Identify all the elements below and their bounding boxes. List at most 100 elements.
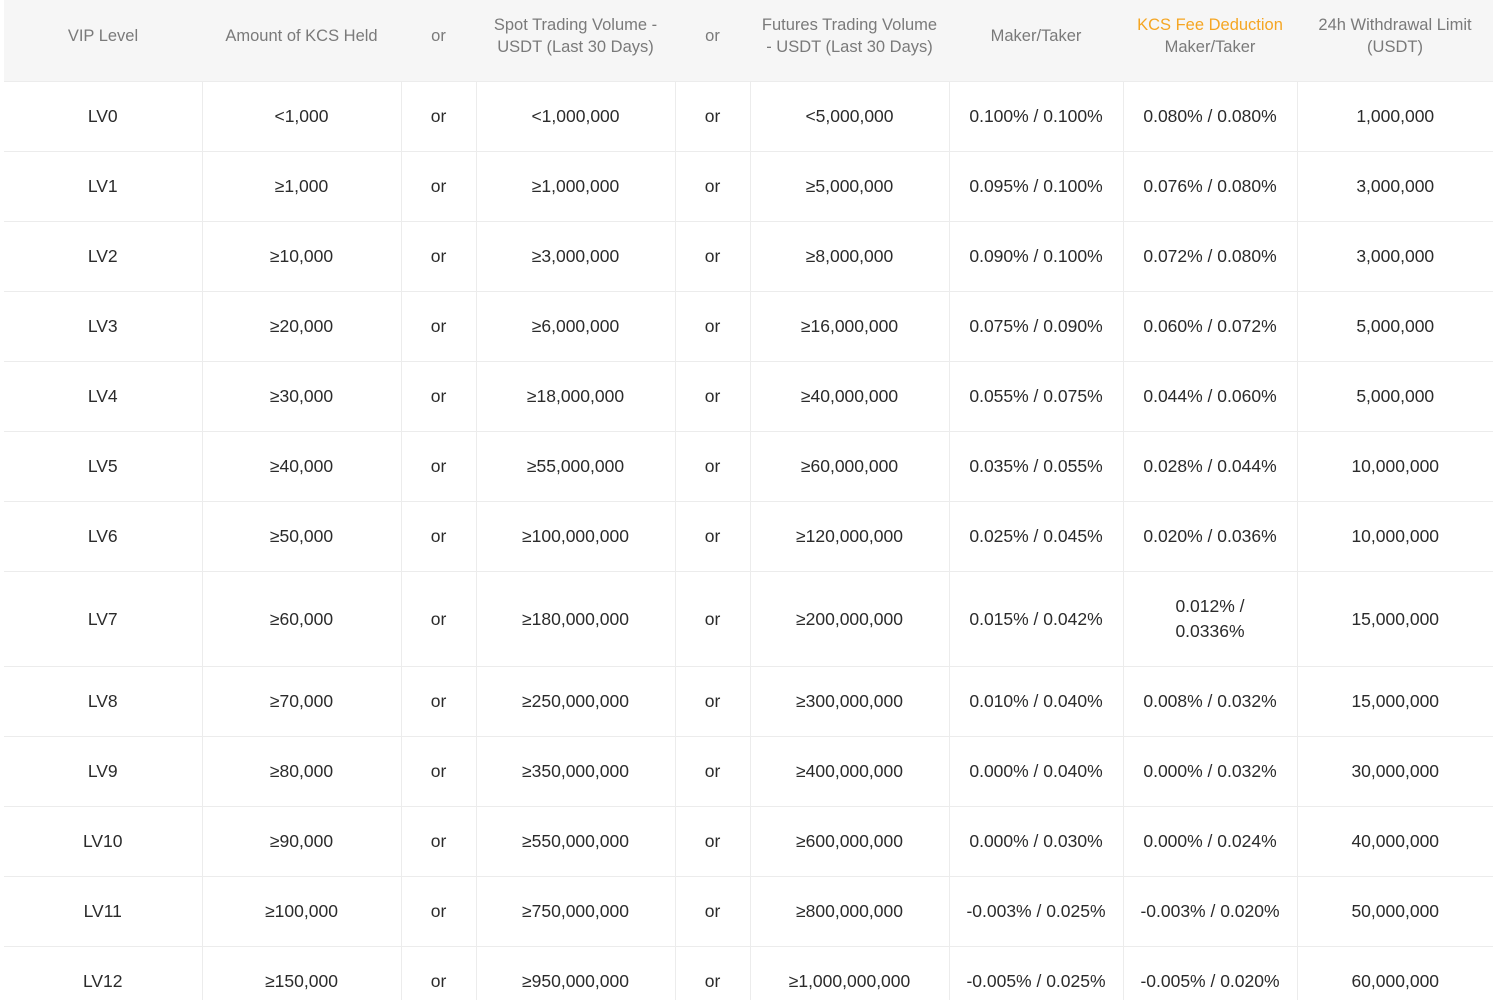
cell-or: or <box>401 666 477 737</box>
cell-withdrawal-limit: 10,000,000 <box>1297 501 1493 572</box>
cell-spot-volume: ≥100,000,000 <box>476 501 676 572</box>
cell-kcs-held: ≥90,000 <box>202 806 402 877</box>
cell-withdrawal-limit: 50,000,000 <box>1297 876 1493 947</box>
kcs-fee-value: 0.012% / 0.0336% <box>1175 596 1245 641</box>
header-or-2: or <box>675 0 750 82</box>
cell-or: or <box>675 151 751 222</box>
cell-or: or <box>401 946 477 1000</box>
cell-kcs-held: ≥40,000 <box>202 431 402 502</box>
cell-kcs-fee-deduction: 0.080% / 0.080% <box>1123 81 1298 152</box>
cell-or: or <box>675 291 751 362</box>
cell-vip-level: LV7 <box>4 571 203 667</box>
cell-vip-level: LV9 <box>4 736 203 807</box>
table-row: LV3 ≥20,000 or ≥6,000,000 or ≥16,000,000 0.075… <box>4 291 1493 362</box>
cell-withdrawal-limit: 5,000,000 <box>1297 291 1493 362</box>
cell-futures-volume: ≥40,000,000 <box>750 361 950 432</box>
cell-or: or <box>401 571 477 667</box>
table-row: LV10 ≥90,000 or ≥550,000,000 or ≥600,000,000 0… <box>4 806 1493 877</box>
table-row: LV9 ≥80,000 or ≥350,000,000 or ≥400,000,000 0.… <box>4 736 1493 807</box>
cell-futures-volume: ≥300,000,000 <box>750 666 950 737</box>
cell-kcs-held: ≥30,000 <box>202 361 402 432</box>
cell-futures-volume: ≥120,000,000 <box>750 501 950 572</box>
cell-withdrawal-limit: 10,000,000 <box>1297 431 1493 502</box>
cell-maker-taker: 0.010% / 0.040% <box>949 666 1124 737</box>
cell-maker-taker: 0.075% / 0.090% <box>949 291 1124 362</box>
cell-kcs-held: ≥80,000 <box>202 736 402 807</box>
cell-kcs-held: ≥50,000 <box>202 501 402 572</box>
cell-kcs-fee-deduction: 0.076% / 0.080% <box>1123 151 1298 222</box>
cell-kcs-held: ≥150,000 <box>202 946 402 1000</box>
cell-or: or <box>675 806 751 877</box>
cell-kcs-held: ≥1,000 <box>202 151 402 222</box>
cell-kcs-fee-deduction: 0.020% / 0.036% <box>1123 501 1298 572</box>
vip-fee-table: VIP Level Amount of KCS Held or Spot Tra… <box>4 0 1493 1000</box>
cell-or: or <box>675 736 751 807</box>
table-row: LV11 ≥100,000 or ≥750,000,000 or ≥800,000,000… <box>4 876 1493 947</box>
header-vip-level: VIP Level <box>4 0 202 82</box>
cell-or: or <box>401 501 477 572</box>
table-row: LV12 ≥150,000 or ≥950,000,000 or ≥1,000,000,0… <box>4 946 1493 1000</box>
cell-spot-volume: ≥180,000,000 <box>476 571 676 667</box>
cell-withdrawal-limit: 15,000,000 <box>1297 666 1493 737</box>
header-kcs-held: Amount of KCS Held <box>202 0 401 82</box>
cell-kcs-fee-deduction: -0.005% / 0.020% <box>1123 946 1298 1000</box>
cell-kcs-fee-deduction: 0.008% / 0.032% <box>1123 666 1298 737</box>
cell-or: or <box>401 806 477 877</box>
table-row: LV6 ≥50,000 or ≥100,000,000 or ≥120,000,000 0.… <box>4 501 1493 572</box>
cell-spot-volume: ≥350,000,000 <box>476 736 676 807</box>
cell-or: or <box>401 151 477 222</box>
cell-or: or <box>675 431 751 502</box>
cell-or: or <box>675 876 751 947</box>
cell-kcs-held: ≥70,000 <box>202 666 402 737</box>
table-row: LV1 ≥1,000 or ≥1,000,000 or ≥5,000,000 0.095% … <box>4 151 1493 222</box>
cell-or: or <box>401 291 477 362</box>
header-kcs-fee-deduction: KCS Fee Deduction Maker/Taker <box>1123 0 1297 82</box>
cell-or: or <box>401 81 477 152</box>
kcs-fee-deduction-label: KCS Fee Deduction <box>1137 15 1283 34</box>
cell-or: or <box>675 501 751 572</box>
cell-spot-volume: ≥250,000,000 <box>476 666 676 737</box>
cell-kcs-held: ≥100,000 <box>202 876 402 947</box>
cell-kcs-fee-deduction: 0.060% / 0.072% <box>1123 291 1298 362</box>
cell-maker-taker: 0.035% / 0.055% <box>949 431 1124 502</box>
cell-kcs-held: ≥60,000 <box>202 571 402 667</box>
cell-maker-taker: 0.095% / 0.100% <box>949 151 1124 222</box>
cell-vip-level: LV6 <box>4 501 203 572</box>
cell-vip-level: LV1 <box>4 151 203 222</box>
cell-maker-taker: 0.025% / 0.045% <box>949 501 1124 572</box>
cell-spot-volume: ≥18,000,000 <box>476 361 676 432</box>
cell-kcs-held: ≥10,000 <box>202 221 402 292</box>
cell-kcs-fee-deduction: 0.028% / 0.044% <box>1123 431 1298 502</box>
cell-futures-volume: ≥200,000,000 <box>750 571 950 667</box>
cell-spot-volume: ≥750,000,000 <box>476 876 676 947</box>
cell-maker-taker: 0.015% / 0.042% <box>949 571 1124 667</box>
cell-withdrawal-limit: 3,000,000 <box>1297 221 1493 292</box>
cell-withdrawal-limit: 3,000,000 <box>1297 151 1493 222</box>
cell-withdrawal-limit: 30,000,000 <box>1297 736 1493 807</box>
cell-maker-taker: 0.000% / 0.040% <box>949 736 1124 807</box>
cell-kcs-fee-deduction: 0.044% / 0.060% <box>1123 361 1298 432</box>
cell-kcs-held: ≥20,000 <box>202 291 402 362</box>
cell-futures-volume: ≥8,000,000 <box>750 221 950 292</box>
cell-kcs-fee-deduction: -0.003% / 0.020% <box>1123 876 1298 947</box>
cell-vip-level: LV8 <box>4 666 203 737</box>
cell-or: or <box>401 221 477 292</box>
header-or-1: or <box>401 0 476 82</box>
cell-withdrawal-limit: 15,000,000 <box>1297 571 1493 667</box>
cell-futures-volume: <5,000,000 <box>750 81 950 152</box>
cell-maker-taker: 0.000% / 0.030% <box>949 806 1124 877</box>
table-row: LV4 ≥30,000 or ≥18,000,000 or ≥40,000,000 0.05… <box>4 361 1493 432</box>
cell-futures-volume: ≥5,000,000 <box>750 151 950 222</box>
header-spot-volume: Spot Trading Volume - USDT (Last 30 Days… <box>476 0 675 82</box>
cell-futures-volume: ≥600,000,000 <box>750 806 950 877</box>
cell-vip-level: LV12 <box>4 946 203 1000</box>
table-row: LV0 <1,000 or <1,000,000 or <5,000,000 0.100% … <box>4 81 1493 152</box>
cell-or: or <box>401 736 477 807</box>
cell-spot-volume: ≥550,000,000 <box>476 806 676 877</box>
cell-or: or <box>675 361 751 432</box>
cell-maker-taker: 0.100% / 0.100% <box>949 81 1124 152</box>
cell-kcs-fee-deduction: 0.072% / 0.080% <box>1123 221 1298 292</box>
cell-vip-level: LV2 <box>4 221 203 292</box>
cell-kcs-fee-deduction: 0.000% / 0.024% <box>1123 806 1298 877</box>
